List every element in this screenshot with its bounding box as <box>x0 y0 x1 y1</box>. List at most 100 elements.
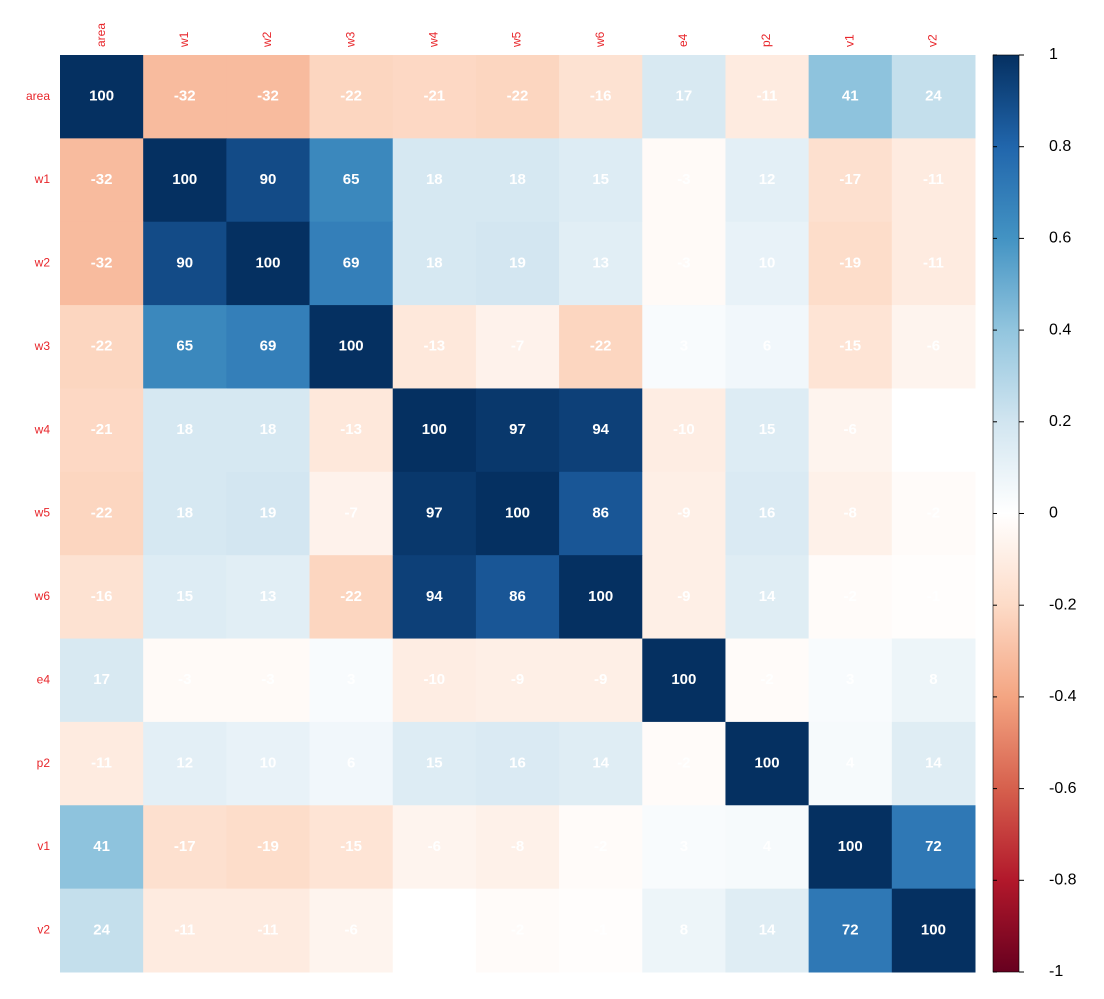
heatmap-cell <box>143 221 227 306</box>
heatmap-cell <box>143 55 227 139</box>
column-label: w2 <box>260 31 274 48</box>
cell-label: 86 <box>509 588 526 605</box>
heatmap-cell <box>891 555 976 640</box>
cell-label: -1 <box>594 921 607 938</box>
heatmap-cell <box>309 305 394 389</box>
cell-label: 100 <box>921 921 946 938</box>
cell-label: 100 <box>339 338 364 355</box>
cell-label: 15 <box>426 755 443 772</box>
cell-label: -21 <box>91 421 113 438</box>
cell-label: -17 <box>174 838 196 855</box>
heatmap-cell <box>309 138 394 223</box>
cell-label: 13 <box>260 588 277 605</box>
heatmap-cell <box>60 638 144 723</box>
heatmap-cell <box>725 305 810 389</box>
cell-label: -11 <box>923 171 944 188</box>
cell-label: -15 <box>340 838 362 855</box>
cell-label: 18 <box>176 421 193 438</box>
heatmap-cell <box>559 471 643 556</box>
cell-label: 72 <box>842 921 859 938</box>
heatmap-cell <box>143 555 227 640</box>
cell-label: -7 <box>344 504 357 521</box>
cell-label: 69 <box>343 254 360 271</box>
cell-label: 18 <box>176 504 193 521</box>
heatmap-cell <box>143 888 227 973</box>
column-label: area <box>94 23 108 47</box>
heatmap-cell <box>392 805 477 890</box>
heatmap-cell <box>309 555 394 640</box>
cell-label: -11 <box>923 254 944 271</box>
heatmap-cell <box>226 721 311 806</box>
row-label: area <box>26 89 50 103</box>
cell-label: 19 <box>260 504 277 521</box>
heatmap-cell <box>808 138 893 223</box>
cell-label: -22 <box>507 88 529 105</box>
cell-label: 86 <box>592 504 609 521</box>
column-label: w5 <box>510 31 524 48</box>
heatmap-cell <box>392 888 477 973</box>
heatmap-cell <box>475 138 560 223</box>
heatmap-cell <box>725 138 810 223</box>
colorbar-tick-label: 0.2 <box>1049 413 1071 430</box>
colorbar-tick-label: -0.6 <box>1049 780 1077 797</box>
cell-label: -9 <box>594 671 607 688</box>
heatmap-cell <box>226 471 311 556</box>
heatmap-cell <box>808 805 893 890</box>
heatmap-cell <box>226 305 311 389</box>
row-label: p2 <box>37 756 51 770</box>
row-label: w6 <box>34 589 51 603</box>
cell-label: 6 <box>347 755 355 772</box>
cell-label: 24 <box>925 88 942 105</box>
heatmap-cell <box>309 388 394 473</box>
heatmap-cell <box>143 721 227 806</box>
heatmap-cell <box>392 555 477 640</box>
heatmap-cell <box>642 388 726 473</box>
cell-label: -19 <box>257 838 279 855</box>
heatmap-cell <box>309 471 394 556</box>
heatmap-cell <box>642 555 726 640</box>
heatmap-cell <box>309 638 394 723</box>
heatmap-cell <box>475 305 560 389</box>
cell-label: -15 <box>839 338 861 355</box>
column-label: w1 <box>177 31 191 48</box>
cell-label: 12 <box>176 755 193 772</box>
heatmap-cell <box>642 721 726 806</box>
column-label: w3 <box>343 31 357 48</box>
cell-label: 100 <box>671 671 696 688</box>
cell-label: -32 <box>91 254 113 271</box>
row-label: w5 <box>34 506 51 520</box>
cell-label: -8 <box>844 504 857 521</box>
heatmap-cell <box>891 471 976 556</box>
row-label: v2 <box>37 922 50 936</box>
row-label: w2 <box>34 256 51 270</box>
cell-label: -32 <box>91 171 113 188</box>
colorbar-tick-label: 0.4 <box>1049 321 1071 338</box>
heatmap-cell <box>725 805 810 890</box>
cell-label: -13 <box>423 338 445 355</box>
cell-label: -11 <box>258 921 279 938</box>
heatmap-cell <box>642 305 726 389</box>
colorbar-tick-label: 0.8 <box>1049 138 1071 155</box>
heatmap-cell <box>725 721 810 806</box>
heatmap-cell <box>309 888 394 973</box>
heatmap-cell <box>725 888 810 973</box>
cell-label: 18 <box>260 421 277 438</box>
cell-label: 8 <box>680 921 688 938</box>
heatmap-cell <box>642 638 726 723</box>
cell-label: -7 <box>511 338 524 355</box>
heatmap-cell <box>891 305 976 389</box>
cell-label: 3 <box>680 338 688 355</box>
heatmap-cell <box>60 721 144 806</box>
cell-label: 100 <box>588 588 613 605</box>
cell-label: 18 <box>509 171 526 188</box>
cell-label: -22 <box>91 338 113 355</box>
row-label: w4 <box>34 422 51 436</box>
cell-label: 100 <box>422 421 447 438</box>
heatmap-cell <box>60 388 144 473</box>
heatmap-cell <box>392 721 477 806</box>
heatmap-cell <box>143 805 227 890</box>
heatmap-cell <box>725 55 810 139</box>
heatmap-cell <box>642 138 726 223</box>
cell-label: 10 <box>759 254 776 271</box>
